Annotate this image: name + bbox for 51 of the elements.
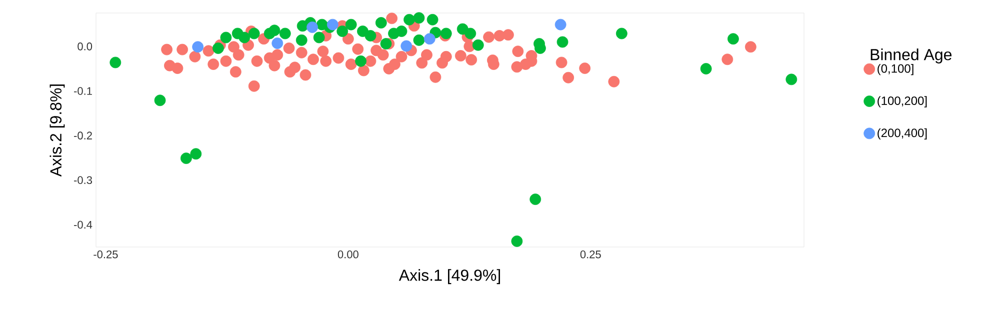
y-tick-label: 0.0	[78, 42, 92, 50]
point	[511, 236, 523, 247]
legend-label: (0,100]	[878, 64, 914, 76]
point	[426, 14, 438, 26]
point	[700, 63, 712, 74]
point	[220, 32, 232, 44]
legend-label: (100,200]	[878, 96, 927, 108]
point	[464, 28, 476, 40]
point	[268, 24, 280, 36]
point	[530, 194, 542, 206]
point	[380, 38, 392, 50]
legend-title: Binned Age	[870, 48, 952, 64]
point	[413, 12, 425, 24]
x-tick-label: -0.25	[94, 250, 118, 258]
point	[404, 14, 415, 26]
legend-label: (200,400]	[878, 128, 927, 140]
point	[616, 28, 628, 40]
point	[345, 18, 357, 30]
point	[472, 39, 484, 51]
point	[396, 26, 408, 37]
point	[212, 42, 224, 54]
y-tick-label: -0.4	[74, 220, 92, 229]
point	[238, 32, 250, 44]
point	[336, 26, 348, 37]
point	[728, 33, 739, 45]
point	[192, 41, 204, 53]
y-tick-label: -0.2	[74, 132, 92, 140]
point	[306, 22, 318, 33]
x-tick-label: 0.25	[580, 250, 601, 258]
point	[375, 17, 387, 28]
point	[154, 94, 166, 106]
point	[556, 36, 568, 48]
point	[355, 55, 366, 67]
y-tick-label: -0.1	[74, 87, 92, 95]
y-axis-title: Axis.2 [9.8%]	[50, 84, 65, 177]
point	[413, 34, 425, 46]
point	[326, 18, 338, 30]
point	[424, 33, 436, 45]
point	[180, 152, 192, 164]
y-tick-label: -0.3	[74, 176, 92, 184]
point	[786, 74, 798, 86]
point	[296, 34, 308, 46]
point	[248, 28, 260, 40]
point	[110, 56, 122, 68]
point	[554, 18, 566, 30]
point	[272, 38, 284, 50]
x-axis-title: Axis.1 [49.9%]	[398, 269, 500, 284]
point	[440, 28, 452, 40]
x-tick-label: 0.00	[338, 250, 358, 258]
point	[279, 28, 291, 40]
point	[190, 148, 202, 160]
